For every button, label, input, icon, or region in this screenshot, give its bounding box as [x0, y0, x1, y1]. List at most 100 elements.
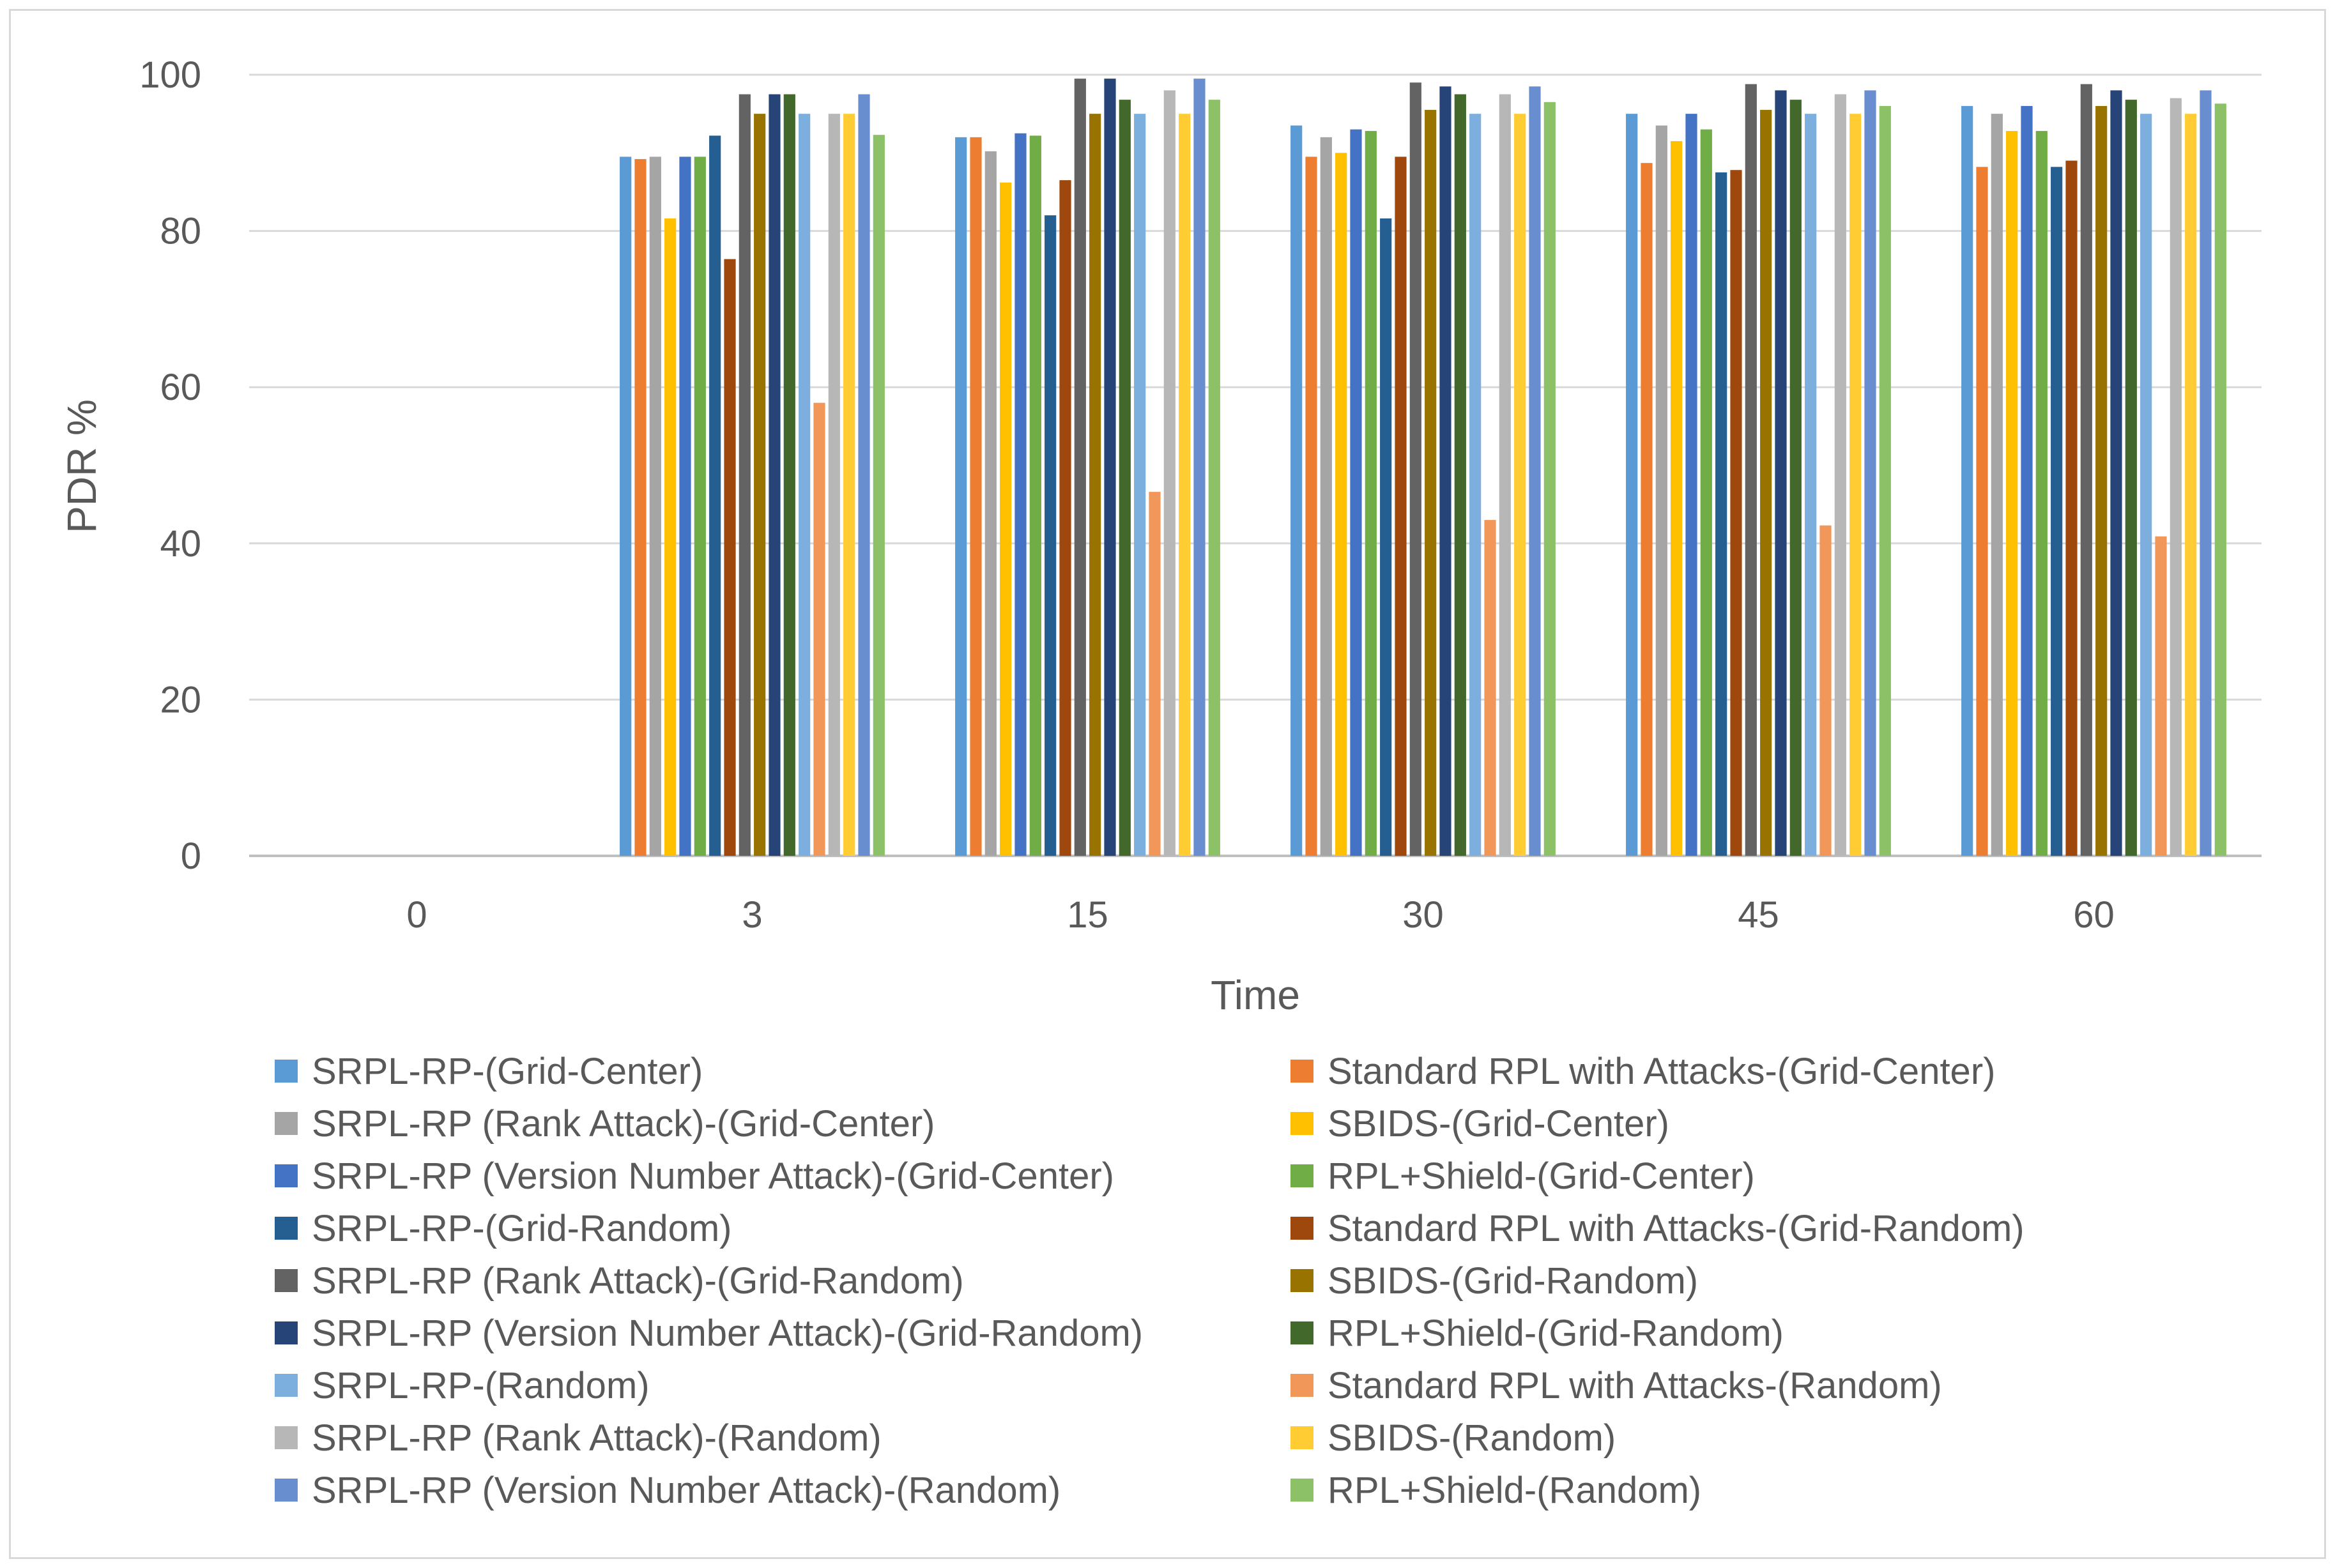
bar	[1365, 131, 1377, 856]
legend-label: SBIDS-(Grid-Random)	[1328, 1260, 1699, 1302]
legend-label: Standard RPL with Attacks-(Grid-Random)	[1328, 1207, 2025, 1249]
bar	[1641, 163, 1653, 856]
bar	[1529, 86, 1541, 856]
legend-swatch	[275, 1164, 298, 1187]
legend-label: SRPL-RP-(Grid-Center)	[312, 1050, 703, 1092]
bar	[984, 151, 997, 856]
bar	[1685, 114, 1697, 856]
bar	[1700, 129, 1712, 856]
bar	[709, 135, 721, 856]
legend-item: SBIDS-(Random)	[1290, 1414, 2249, 1461]
legend-item: SRPL-RP-(Grid-Center)	[275, 1047, 1290, 1095]
legend-swatch	[1290, 1479, 1313, 1502]
legend-swatch	[275, 1479, 298, 1502]
legend-item: SRPL-RP-(Grid-Random)	[275, 1205, 1290, 1252]
bar	[1730, 170, 1742, 856]
bar	[1320, 137, 1332, 856]
legend-item: Standard RPL with Attacks-(Random)	[1290, 1362, 2249, 1409]
bar	[1819, 525, 1832, 856]
legend-swatch	[275, 1426, 298, 1449]
x-tick-label: 3	[742, 894, 762, 936]
bar	[1514, 114, 1526, 856]
bar	[1014, 133, 1027, 856]
legend-swatch	[275, 1060, 298, 1083]
bar	[1104, 79, 1116, 856]
bar	[1179, 114, 1191, 856]
bar	[724, 259, 736, 856]
bar	[620, 156, 632, 856]
bar	[1484, 520, 1496, 856]
bar	[769, 94, 781, 856]
x-tick-label: 15	[1067, 894, 1108, 936]
legend-label: RPL+Shield-(Grid-Center)	[1328, 1155, 1755, 1197]
bar	[2170, 98, 2182, 856]
bar	[1976, 167, 1988, 856]
bar	[1671, 141, 1683, 856]
bar	[694, 156, 706, 856]
bar	[955, 137, 967, 856]
y-tick-label: 0	[181, 835, 201, 877]
bar	[1193, 79, 1206, 856]
bar	[1760, 110, 1772, 856]
bar	[2110, 90, 2122, 856]
legend-item: RPL+Shield-(Grid-Random)	[1290, 1309, 2249, 1357]
bar	[843, 114, 855, 856]
bar	[1454, 94, 1466, 856]
legend-label: SRPL-RP (Version Number Attack)-(Random)	[312, 1469, 1061, 1511]
bar	[1626, 114, 1638, 856]
bar	[1439, 86, 1451, 856]
bar	[1961, 105, 1973, 856]
legend-label: RPL+Shield-(Grid-Random)	[1328, 1312, 1784, 1354]
bar	[2006, 131, 2018, 856]
legend-swatch	[1290, 1217, 1313, 1240]
bar	[1149, 492, 1161, 856]
legend-item: RPL+Shield-(Random)	[1290, 1466, 2249, 1514]
legend-item: SRPL-RP (Rank Attack)-(Grid-Random)	[275, 1257, 1290, 1304]
bar	[1000, 182, 1012, 856]
y-tick-label: 20	[160, 679, 201, 720]
legend-swatch	[1290, 1060, 1313, 1083]
legend-label: SRPL-RP (Version Number Attack)-(Grid-Ra…	[312, 1312, 1144, 1354]
bar	[873, 135, 885, 856]
bar	[2051, 167, 2063, 856]
x-axis-title: Time	[1211, 972, 1300, 1018]
legend-label: SBIDS-(Grid-Center)	[1328, 1102, 1669, 1145]
bar	[858, 94, 870, 856]
legend-swatch	[1290, 1164, 1313, 1187]
bar	[1655, 125, 1667, 856]
bar	[1089, 114, 1101, 856]
y-tick-label: 80	[160, 211, 201, 252]
bar	[649, 156, 661, 856]
y-tick-label: 40	[160, 523, 201, 565]
bar	[828, 114, 840, 856]
bar	[2065, 160, 2078, 856]
bar	[1715, 172, 1727, 856]
bar	[783, 94, 795, 856]
bar	[1305, 156, 1317, 856]
legend-item: Standard RPL with Attacks-(Grid-Random)	[1290, 1205, 2249, 1252]
legend-item: SBIDS-(Grid-Center)	[1290, 1100, 2249, 1147]
bar	[1029, 135, 1041, 856]
legend-swatch	[1290, 1112, 1313, 1135]
bar	[2214, 103, 2226, 856]
legend-swatch	[275, 1321, 298, 1344]
legend-label: SRPL-RP-(Random)	[312, 1364, 650, 1406]
x-tick-label: 60	[2073, 894, 2115, 936]
bar	[1775, 90, 1787, 856]
bar	[1745, 84, 1757, 856]
legend-label: SBIDS-(Random)	[1328, 1417, 1616, 1459]
legend: SRPL-RP-(Grid-Center) Standard RPL with A…	[275, 1047, 2255, 1514]
legend-item: SRPL-RP (Rank Attack)-(Random)	[275, 1414, 1290, 1461]
bar	[1134, 114, 1146, 856]
legend-swatch	[1290, 1269, 1313, 1292]
bar	[799, 114, 811, 856]
bar	[1499, 94, 1511, 856]
legend-swatch	[275, 1217, 298, 1240]
bar	[1789, 100, 1802, 856]
bar	[1350, 129, 1362, 856]
legend-swatch	[275, 1374, 298, 1397]
bar	[1208, 100, 1220, 856]
y-tick-label: 60	[160, 367, 201, 408]
legend-item: SRPL-RP (Rank Attack)-(Grid-Center)	[275, 1100, 1290, 1147]
bar	[739, 94, 751, 856]
